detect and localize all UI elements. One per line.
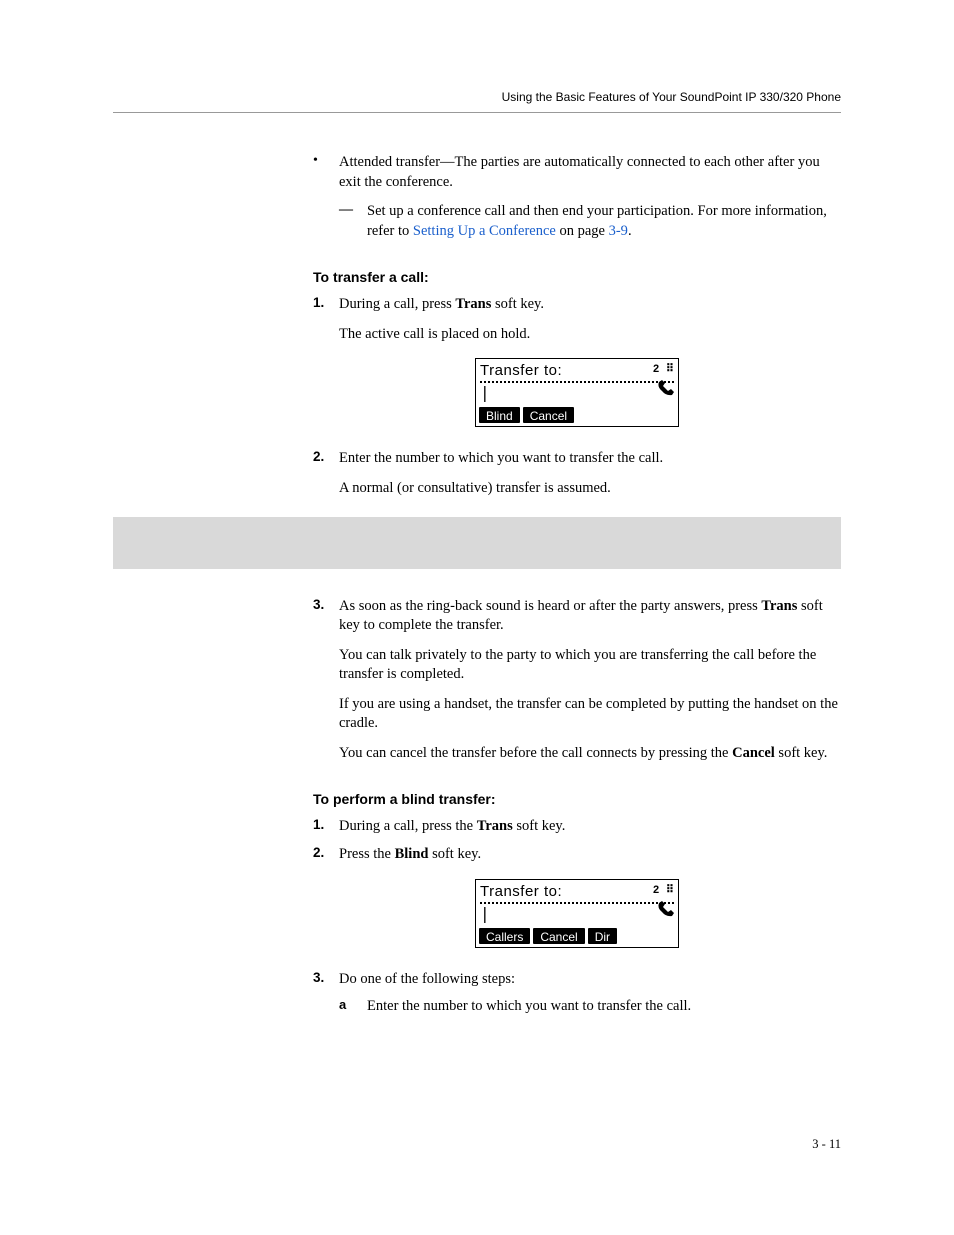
s3-bold: Trans bbox=[761, 598, 797, 614]
lcd-cursor: | bbox=[480, 385, 490, 401]
step-number: 1. bbox=[313, 817, 339, 837]
content-area: • Attended transfer—The parties are auto… bbox=[113, 153, 841, 1017]
blind-step-2: 2. Press the Blind soft key. bbox=[313, 845, 841, 865]
heading-blind-transfer: To perform a blind transfer: bbox=[113, 791, 841, 807]
step-body: As soon as the ring-back sound is heard … bbox=[339, 597, 841, 636]
blind-step-3a: a Enter the number to which you want to … bbox=[339, 997, 841, 1017]
lcd-title: Transfer to: bbox=[480, 362, 562, 379]
step-number: 2. bbox=[313, 845, 339, 865]
step-body: During a call, press Trans soft key. bbox=[339, 295, 841, 315]
softkey-callers: Callers bbox=[479, 928, 530, 944]
bullet-marker: • bbox=[313, 153, 339, 192]
lcd-display: Transfer to: 2 ⠿ | Blind Cancel bbox=[475, 358, 679, 427]
note-placeholder bbox=[113, 517, 841, 569]
s1-bold: Trans bbox=[455, 296, 491, 312]
s3-p3-bold: Cancel bbox=[732, 745, 775, 761]
softkey-cancel: Cancel bbox=[523, 407, 574, 423]
handset-icon bbox=[656, 383, 674, 401]
b1-pre: During a call, press the bbox=[339, 818, 477, 834]
softkey-blind: Blind bbox=[479, 407, 520, 423]
step-2-followup: A normal (or consultative) transfer is a… bbox=[339, 479, 841, 499]
b1-bold: Trans bbox=[477, 818, 513, 834]
lcd-cursor: | bbox=[480, 906, 490, 922]
step-body: During a call, press the Trans soft key. bbox=[339, 817, 841, 837]
link-page-3-9[interactable]: 3-9 bbox=[609, 223, 628, 239]
dash-item: — Set up a conference call and then end … bbox=[339, 202, 841, 241]
sublist-letter: a bbox=[339, 997, 367, 1017]
lcd-mid-row: | bbox=[476, 383, 678, 407]
blind-step-1: 1. During a call, press the Trans soft k… bbox=[313, 817, 841, 837]
b2-post: soft key. bbox=[428, 846, 481, 862]
step-2: 2. Enter the number to which you want to… bbox=[313, 449, 841, 469]
step-1: 1. During a call, press Trans soft key. bbox=[313, 295, 841, 315]
lcd-softkeys: Blind Cancel bbox=[476, 407, 678, 426]
dash-text: Set up a conference call and then end yo… bbox=[367, 202, 841, 241]
handset-icon bbox=[656, 904, 674, 922]
s1-pre: During a call, press bbox=[339, 296, 455, 312]
lcd-title: Transfer to: bbox=[480, 883, 562, 900]
lcd-title-row: Transfer to: 2 ⠿ bbox=[476, 359, 678, 379]
s1-post: soft key. bbox=[491, 296, 544, 312]
link-setting-up-conference[interactable]: Setting Up a Conference bbox=[413, 223, 556, 239]
softkey-cancel: Cancel bbox=[533, 928, 584, 944]
s3-p3-post: soft key. bbox=[775, 745, 828, 761]
heading-to-transfer: To transfer a call: bbox=[113, 269, 841, 285]
b2-bold: Blind bbox=[395, 846, 429, 862]
step-1-followup: The active call is placed on hold. bbox=[339, 325, 841, 345]
blind-step-3: 3. Do one of the following steps: bbox=[313, 970, 841, 990]
bullet-text: Attended transfer—The parties are automa… bbox=[339, 153, 841, 192]
lcd-screenshot-1: Transfer to: 2 ⠿ | Blind Cancel bbox=[313, 358, 841, 427]
step-number: 3. bbox=[313, 597, 339, 636]
step-number: 2. bbox=[313, 449, 339, 469]
dash-marker: — bbox=[339, 202, 367, 241]
dash-mid: on page bbox=[556, 223, 609, 239]
sublist-body: Enter the number to which you want to tr… bbox=[367, 997, 841, 1017]
step-3-p1: You can talk privately to the party to w… bbox=[339, 646, 841, 685]
step-number: 3. bbox=[313, 970, 339, 990]
s3-p3-pre: You can cancel the transfer before the c… bbox=[339, 745, 732, 761]
lcd-title-row: Transfer to: 2 ⠿ bbox=[476, 880, 678, 900]
page: Using the Basic Features of Your SoundPo… bbox=[0, 0, 954, 1212]
step-number: 1. bbox=[313, 295, 339, 315]
lcd-indicator: 2 ⠿ bbox=[653, 362, 674, 376]
page-number: 3 - 11 bbox=[113, 1137, 841, 1152]
lcd-indicator: 2 ⠿ bbox=[653, 883, 674, 897]
b2-pre: Press the bbox=[339, 846, 395, 862]
s3-pre: As soon as the ring-back sound is heard … bbox=[339, 598, 761, 614]
lcd-screenshot-2: Transfer to: 2 ⠿ | Callers Cancel Dir bbox=[313, 879, 841, 948]
b1-post: soft key. bbox=[513, 818, 566, 834]
step-body: Enter the number to which you want to tr… bbox=[339, 449, 841, 469]
step-body: Press the Blind soft key. bbox=[339, 845, 841, 865]
step-3-p2: If you are using a handset, the transfer… bbox=[339, 695, 841, 734]
bullet-item: • Attended transfer—The parties are auto… bbox=[313, 153, 841, 192]
lcd-mid-row: | bbox=[476, 904, 678, 928]
dash-post: . bbox=[628, 223, 632, 239]
lcd-softkeys: Callers Cancel Dir bbox=[476, 928, 678, 947]
step-3: 3. As soon as the ring-back sound is hea… bbox=[313, 597, 841, 636]
softkey-dir: Dir bbox=[588, 928, 617, 944]
step-3-p3: You can cancel the transfer before the c… bbox=[339, 744, 841, 764]
lcd-display: Transfer to: 2 ⠿ | Callers Cancel Dir bbox=[475, 879, 679, 948]
running-header: Using the Basic Features of Your SoundPo… bbox=[113, 90, 841, 113]
step-body: Do one of the following steps: bbox=[339, 970, 841, 990]
